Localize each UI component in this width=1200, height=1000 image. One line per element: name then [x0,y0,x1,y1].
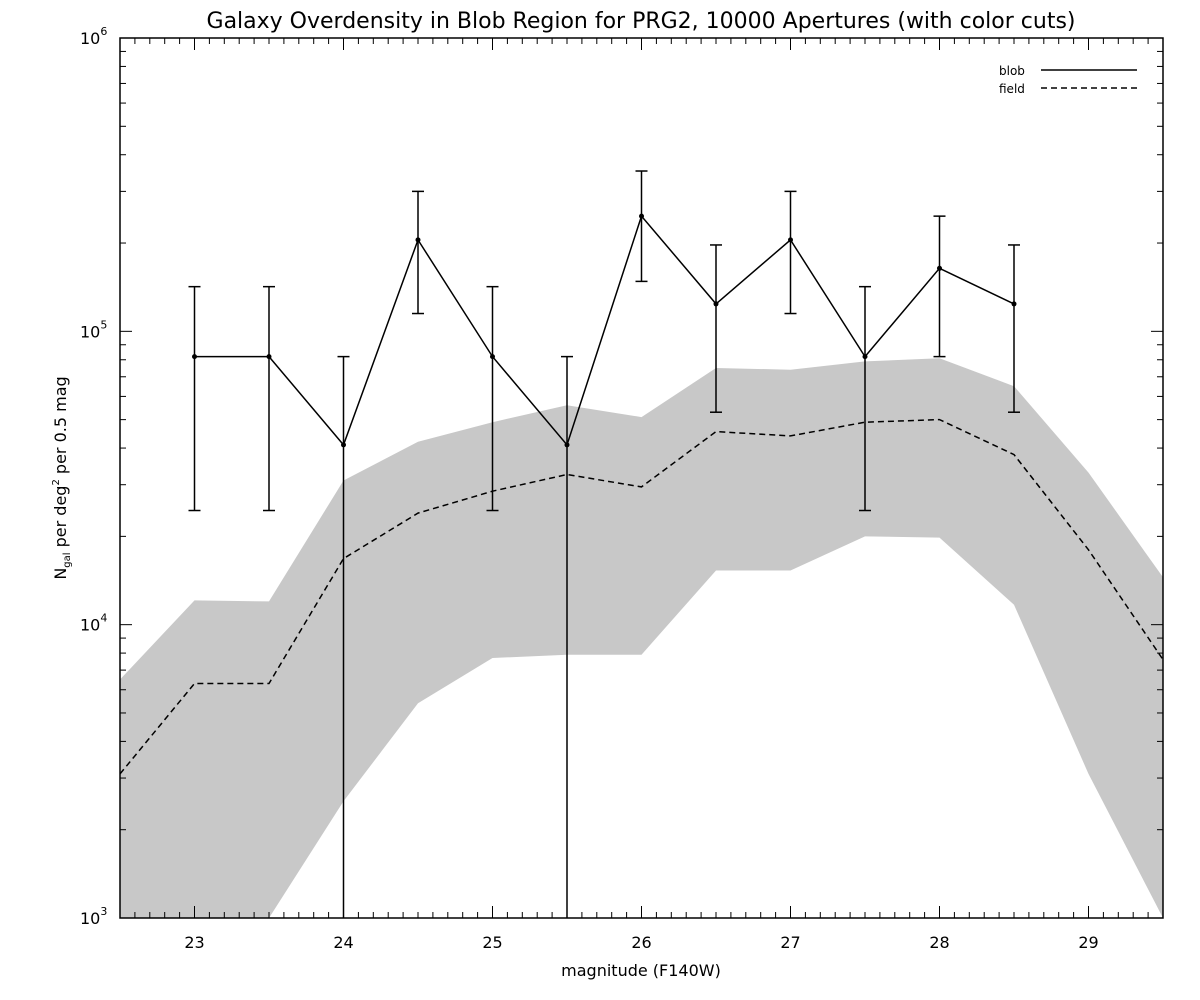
blob-point-6 [635,170,648,283]
blob-point-4 [486,285,499,512]
data-point [490,354,495,360]
band-area [120,358,1163,918]
y-tick-label: 104 [80,612,107,635]
data-point [341,442,346,448]
axis-ticks [120,37,1163,919]
data-point [862,354,868,360]
blob-point-9 [859,285,871,512]
blob-point-8 [784,190,797,315]
data-point [937,265,942,271]
y-tick-label: 106 [80,25,107,48]
data-point [564,442,570,448]
y-axis-label: Ngal per deg2 per 0.5 mag [51,376,73,579]
data-point [713,301,719,307]
blob-point-10 [933,215,946,358]
legend-label-field: field [999,82,1025,96]
series-layer [119,170,1164,918]
blob-point-2 [337,355,350,918]
data-point [192,354,197,360]
blob-line [194,214,1015,447]
blob-point-5 [561,355,573,918]
y-tick-labels: 103 104 105 106 [80,25,107,928]
y-tick-label: 105 [80,318,107,341]
chart-title: Galaxy Overdensity in Blob Region for PR… [207,9,1076,34]
data-point [639,213,644,219]
blob-point-1 [263,285,275,512]
x-tick-label: 27 [780,933,800,952]
data-point [1011,301,1017,307]
data-point [788,237,793,243]
y-tick-label: 103 [80,905,107,928]
x-tick-labels: 23 24 25 26 27 28 29 [184,933,1098,952]
x-tick-label: 28 [929,933,949,952]
blob-point-11 [1008,244,1020,413]
x-axis-label: magnitude (F140W) [561,961,721,980]
x-tick-label: 26 [631,933,651,952]
blob-point-0 [188,285,201,512]
data-point [266,354,272,360]
blob-point-7 [710,244,722,413]
field-scatter-band [120,358,1163,918]
data-point [415,237,421,243]
x-tick-label: 25 [482,933,502,952]
x-tick-label: 29 [1078,933,1098,952]
legend-label-blob: blob [999,64,1025,78]
blob-point-3 [412,190,424,315]
x-tick-label: 24 [333,933,353,952]
x-tick-label: 23 [184,933,204,952]
legend: blob field [999,64,1137,96]
field-line [119,418,1164,775]
